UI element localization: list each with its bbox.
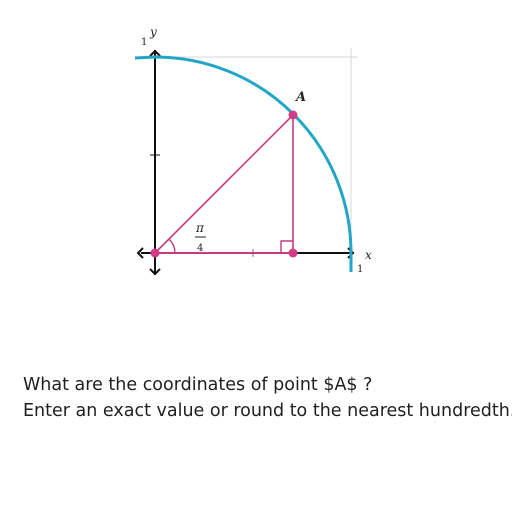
hypotenuse [154, 114, 294, 254]
question-text: What are the coordinates of point $A$ ? … [23, 372, 512, 424]
question-line-1: What are the coordinates of point $A$ ? [23, 375, 373, 395]
y-tick-label: 1 [141, 37, 147, 48]
x-axis-label: x [365, 248, 372, 262]
y-axis-up-arrow-icon [149, 49, 161, 57]
point-a [288, 110, 298, 120]
question-line-2: Enter an exact value or round to the nea… [23, 401, 512, 421]
angle-label-denominator: 4 [197, 243, 203, 254]
angle-label-numerator: π [195, 221, 205, 235]
origin-point [150, 248, 160, 258]
x-axis-left-arrow-icon [136, 247, 144, 259]
foot-point [288, 248, 298, 258]
x-tick-label: 1 [357, 264, 363, 275]
point-a-label: A [294, 90, 306, 105]
unit-circle-diagram: y 1 x 1 A π 4 [134, 25, 372, 276]
right-angle-marker [280, 240, 293, 253]
y-axis-down-arrow-icon [149, 268, 161, 276]
angle-arc [168, 238, 176, 254]
y-axis-label: y [149, 25, 157, 39]
